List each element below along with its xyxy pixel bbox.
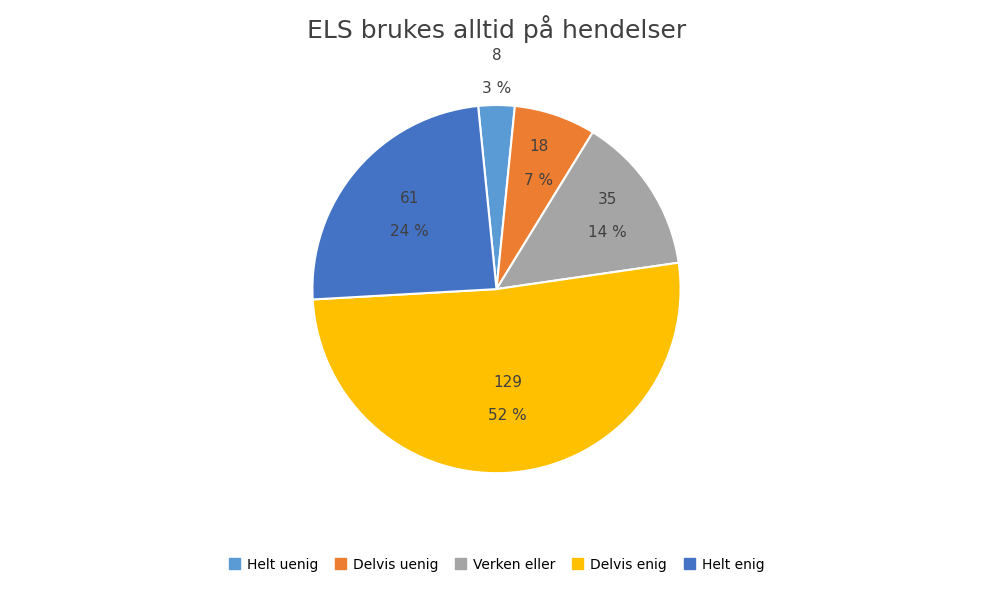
Wedge shape <box>478 105 515 289</box>
Text: 52 %: 52 % <box>489 408 527 423</box>
Wedge shape <box>496 106 593 289</box>
Text: 24 %: 24 % <box>390 224 429 239</box>
Text: 14 %: 14 % <box>588 225 627 240</box>
Text: 129: 129 <box>494 375 522 390</box>
Text: 7 %: 7 % <box>524 173 553 188</box>
Wedge shape <box>496 132 678 289</box>
Title: ELS brukes alltid på hendelser: ELS brukes alltid på hendelser <box>307 15 686 43</box>
Text: 35: 35 <box>598 192 617 207</box>
Text: 8: 8 <box>492 48 501 63</box>
Wedge shape <box>313 106 496 300</box>
Text: 61: 61 <box>400 191 419 206</box>
Legend: Helt uenig, Delvis uenig, Verken eller, Delvis enig, Helt enig: Helt uenig, Delvis uenig, Verken eller, … <box>223 552 770 577</box>
Wedge shape <box>313 263 680 473</box>
Text: 18: 18 <box>529 139 548 155</box>
Text: 3 %: 3 % <box>482 81 511 96</box>
